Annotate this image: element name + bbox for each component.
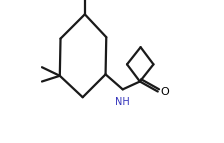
Text: O: O: [161, 87, 169, 97]
Text: NH: NH: [115, 97, 130, 107]
